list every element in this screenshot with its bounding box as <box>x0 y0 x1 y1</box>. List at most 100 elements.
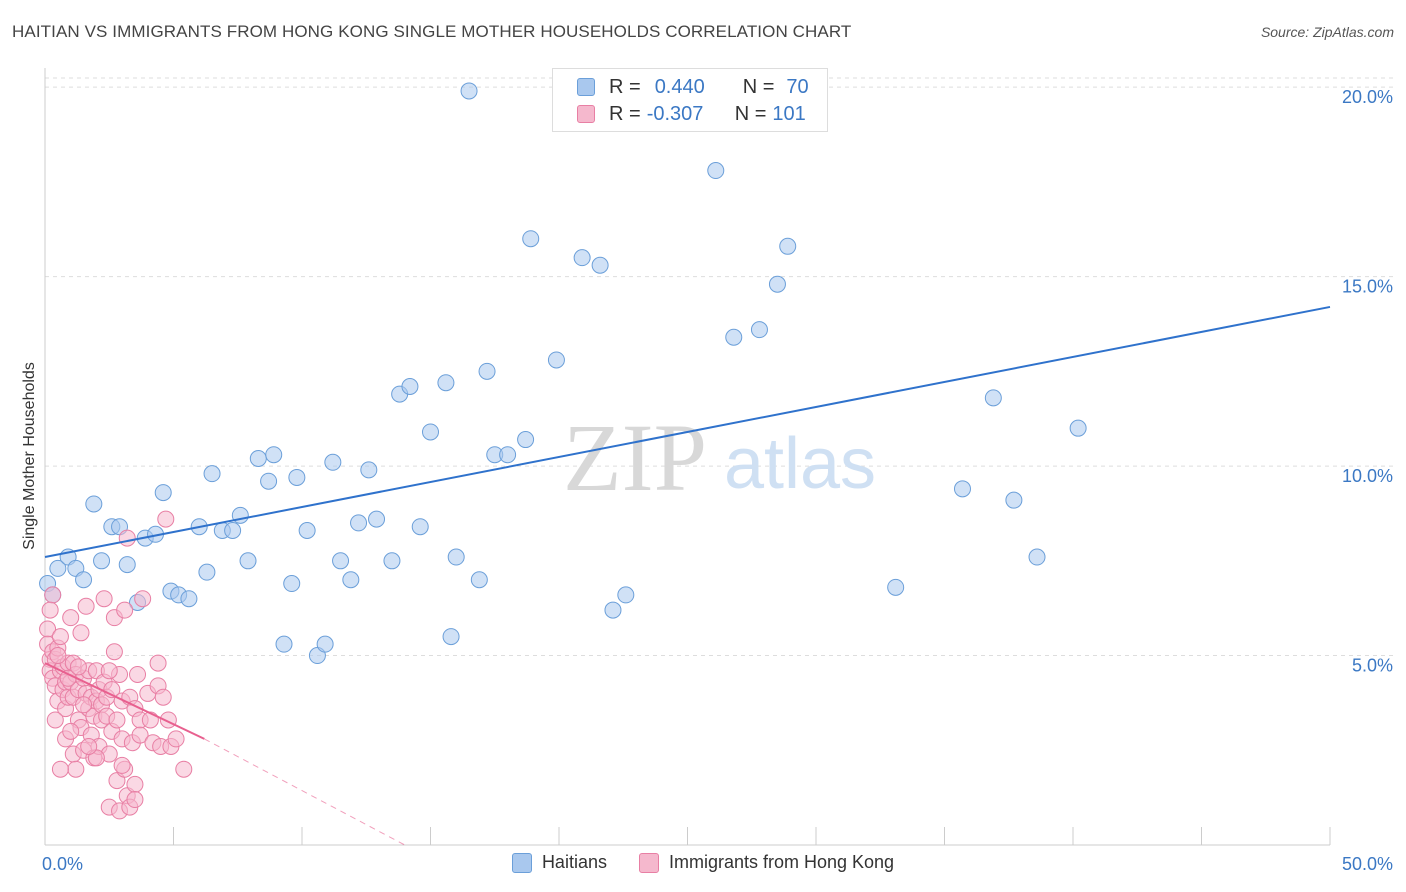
haitian-point <box>447 548 465 566</box>
hongkong-point <box>129 665 147 683</box>
haitian-point <box>401 378 419 396</box>
legend-r-label: R = <box>609 75 641 98</box>
haitian-point <box>437 374 455 392</box>
haitian-point <box>460 82 478 100</box>
haitian-point <box>953 480 971 498</box>
haitian-point <box>478 362 496 380</box>
haitian-point <box>499 446 517 464</box>
haitian-point <box>707 162 725 180</box>
hongkong-point <box>105 643 123 661</box>
hongkong-point <box>149 654 167 672</box>
hongkong-point <box>167 730 185 748</box>
haitian-point <box>591 256 609 274</box>
legend-n-value: 101 <box>772 102 806 125</box>
haitian-point <box>180 590 198 608</box>
x-tick-label: 50.0% <box>1342 854 1393 874</box>
bottom-legend-hongkong: Immigrants from Hong Kong <box>638 852 895 873</box>
bottom-legend-label: Immigrants from Hong Kong <box>668 852 895 872</box>
hongkong-point <box>154 688 172 706</box>
haitian-point <box>49 559 67 577</box>
haitian-point <box>470 571 488 589</box>
axes <box>44 68 1331 846</box>
bottom-legend: Haitians Immigrants from Hong Kong <box>0 852 1406 873</box>
haitian-point <box>750 321 768 339</box>
hongkong-point <box>134 590 152 608</box>
haitian-point <box>75 571 93 589</box>
hongkong-point <box>49 647 67 665</box>
legend-n-label: N = <box>742 75 775 98</box>
legend-n-value: 70 <box>786 75 809 98</box>
hongkong-point <box>41 601 59 619</box>
haitian-point <box>85 495 103 513</box>
haitian-point <box>1005 491 1023 509</box>
hongkong-trend-extension <box>204 738 406 846</box>
tick-labels: 5.0% 10.0% 15.0% 20.0% 0.0% 50.0% <box>42 87 1393 874</box>
hongkong-point <box>75 696 93 714</box>
hongkong-point <box>100 662 118 680</box>
haitian-point <box>604 601 622 619</box>
haitian-point <box>368 510 386 528</box>
haitian-point <box>779 237 797 255</box>
y-tick-label: 20.0% <box>1342 87 1393 107</box>
hongkong-point <box>116 601 134 619</box>
watermark-atlas: atlas <box>724 424 876 504</box>
haitian-point <box>283 575 301 593</box>
hongkong-point <box>51 628 69 646</box>
hongkong-point <box>175 760 193 778</box>
haitian-point <box>332 552 350 570</box>
haitian-point <box>265 446 283 464</box>
haitian-point <box>118 556 136 574</box>
bottom-legend-label: Haitians <box>541 852 607 872</box>
haitian-point <box>442 628 460 646</box>
haitian-point <box>522 230 540 248</box>
hongkong-point <box>126 791 144 809</box>
data-points <box>39 82 1087 820</box>
haitian-point <box>1069 419 1087 437</box>
haitian-point <box>342 571 360 589</box>
legend-row-haitians: R = 0.440 N = 70 <box>577 75 809 99</box>
haitian-point <box>547 351 565 369</box>
legend-r-label: R = <box>609 102 641 125</box>
haitian-point <box>984 389 1002 407</box>
haitian-point <box>324 453 342 471</box>
hongkong-point <box>46 711 64 729</box>
hongkong-point <box>51 760 69 778</box>
hongkong-point <box>77 597 95 615</box>
watermark: ZIP atlas <box>563 404 876 511</box>
legend-r-value: 0.440 <box>654 75 705 98</box>
legend-swatch-blue <box>577 78 595 96</box>
hongkong-point <box>69 658 87 676</box>
haitian-point <box>350 514 368 532</box>
haitian-point <box>198 563 216 581</box>
hongkong-point <box>157 510 175 528</box>
legend: R = 0.440 N = 70 R = -0.307 N = 101 <box>552 68 828 132</box>
legend-swatch-pink <box>577 105 595 123</box>
haitian-point <box>411 518 429 536</box>
y-tick-label: 15.0% <box>1342 277 1393 297</box>
haitian-point <box>249 450 267 467</box>
haitian-point <box>422 423 439 441</box>
haitian-point <box>260 472 278 490</box>
hongkong-trend-line <box>44 662 205 740</box>
hongkong-point <box>113 756 131 774</box>
bottom-legend-haitians: Haitians <box>511 852 607 873</box>
hongkong-point <box>95 590 113 608</box>
chart-title: HAITIAN VS IMMIGRANTS FROM HONG KONG SIN… <box>12 22 852 41</box>
x-tick-label: 0.0% <box>42 854 83 874</box>
legend-row-hongkong: R = -0.307 N = 101 <box>577 102 806 126</box>
haitian-point <box>288 468 306 486</box>
haitian-point <box>725 328 743 346</box>
trend-lines <box>44 305 1331 846</box>
hongkong-point <box>108 711 126 729</box>
legend-r-value: -0.307 <box>646 102 704 125</box>
haitian-point <box>224 521 242 539</box>
haitian-point <box>93 552 111 570</box>
haitian-point <box>203 465 221 483</box>
y-tick-label: 10.0% <box>1342 466 1393 486</box>
hongkong-point <box>44 586 62 604</box>
hongkong-point <box>131 726 149 744</box>
haitian-point <box>573 249 591 267</box>
y-tick-label: 5.0% <box>1352 656 1393 676</box>
haitian-point <box>316 635 334 653</box>
haitian-point <box>239 552 257 570</box>
